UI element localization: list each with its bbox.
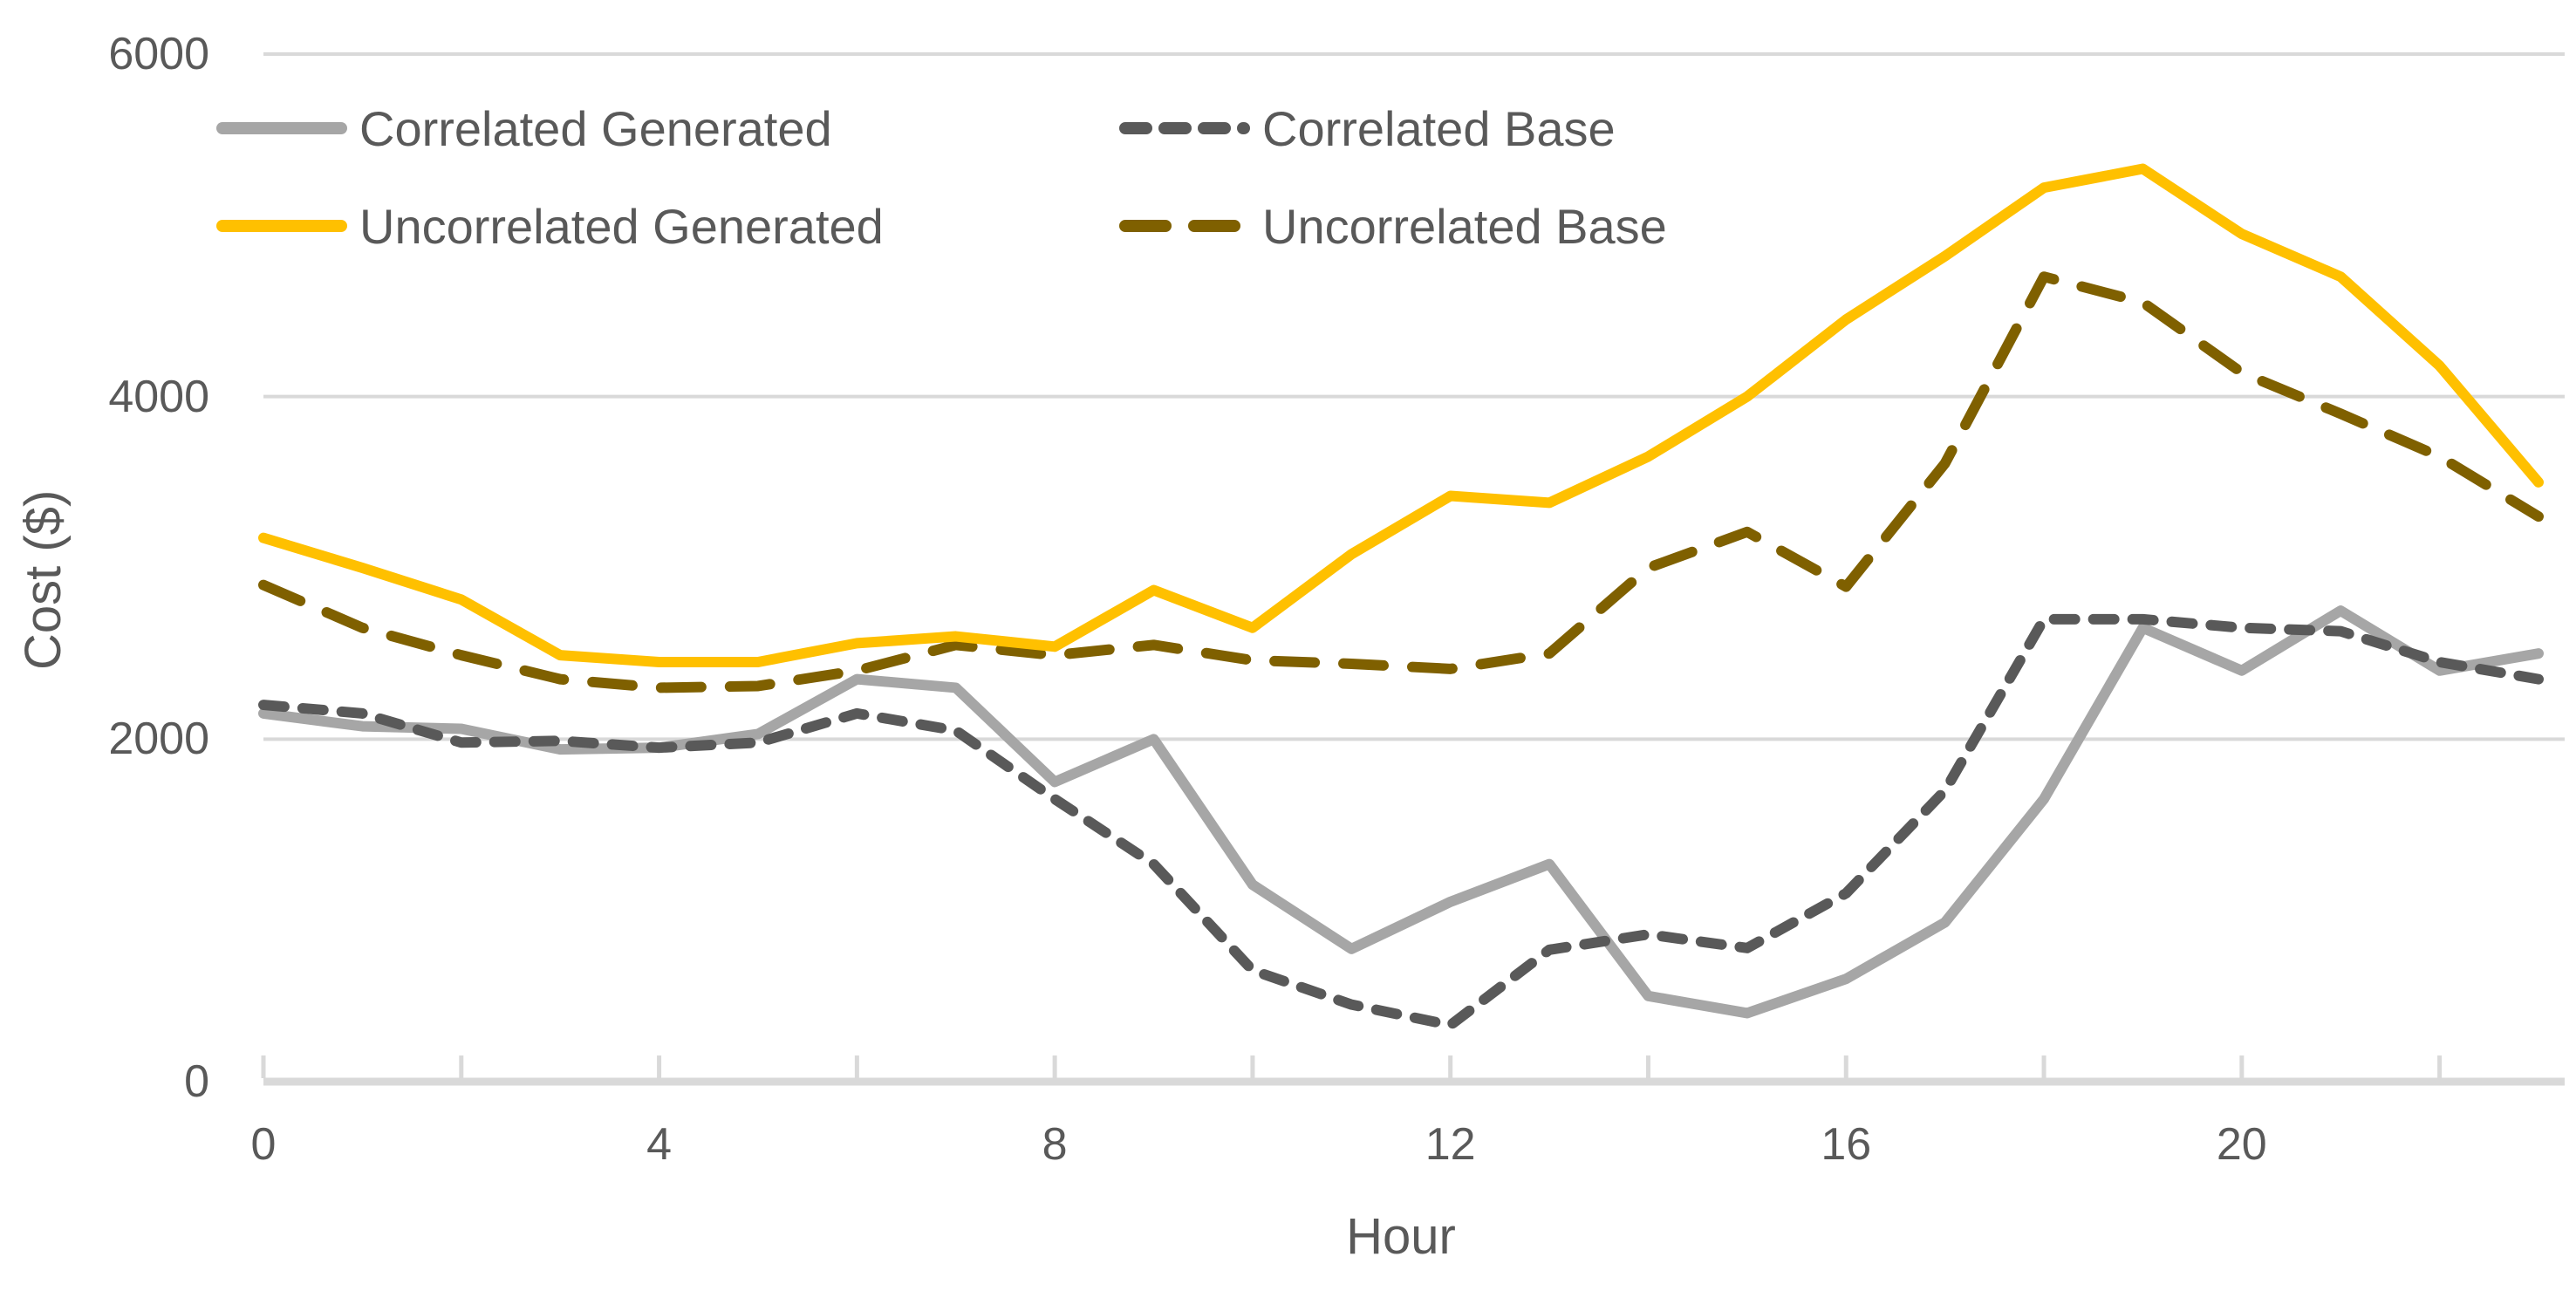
legend-label: Uncorrelated Base — [1262, 198, 1667, 254]
series-line-correlated-generated — [258, 605, 2544, 1019]
legend-item-correlated-generated: Correlated Generated — [216, 96, 1119, 161]
x-tick-label: 0 — [250, 1119, 277, 1170]
legend-label: Correlated Generated — [359, 100, 832, 156]
y-tick-label: 6000 — [108, 29, 209, 79]
x-tick-label: 4 — [646, 1119, 673, 1170]
x-tick-label: 8 — [1042, 1119, 1068, 1170]
series-line-uncorrelated-generated — [258, 163, 2544, 667]
x-axis-title: Hour — [1346, 1208, 1456, 1265]
x-tick-label: 16 — [1821, 1119, 1872, 1170]
x-tick-label: 20 — [2216, 1119, 2267, 1170]
y-axis-title: Cost ($) — [15, 489, 72, 670]
long-dash-olive-line-swatch-icon — [1119, 220, 1250, 232]
legend-label: Uncorrelated Generated — [359, 198, 884, 254]
legend-item-uncorrelated-base: Uncorrelated Base — [1119, 194, 1667, 258]
legend-item-uncorrelated-generated: Uncorrelated Generated — [216, 194, 1119, 258]
series-line-correlated-base — [258, 613, 2544, 1031]
series-line-uncorrelated-base — [258, 271, 2544, 693]
y-tick-label: 4000 — [108, 371, 209, 422]
legend: Correlated Generated Correlated Base Unc… — [216, 96, 1667, 258]
x-tick-label: 12 — [1425, 1119, 1476, 1170]
solid-gold-line-swatch-icon — [216, 220, 347, 232]
y-tick-label: 2000 — [108, 714, 209, 765]
short-dash-darkgray-line-swatch-icon — [1119, 122, 1250, 134]
legend-label: Correlated Base — [1262, 100, 1616, 156]
solid-gray-line-swatch-icon — [216, 122, 347, 134]
legend-item-correlated-base: Correlated Base — [1119, 96, 1667, 161]
y-tick-label: 0 — [184, 1056, 209, 1107]
